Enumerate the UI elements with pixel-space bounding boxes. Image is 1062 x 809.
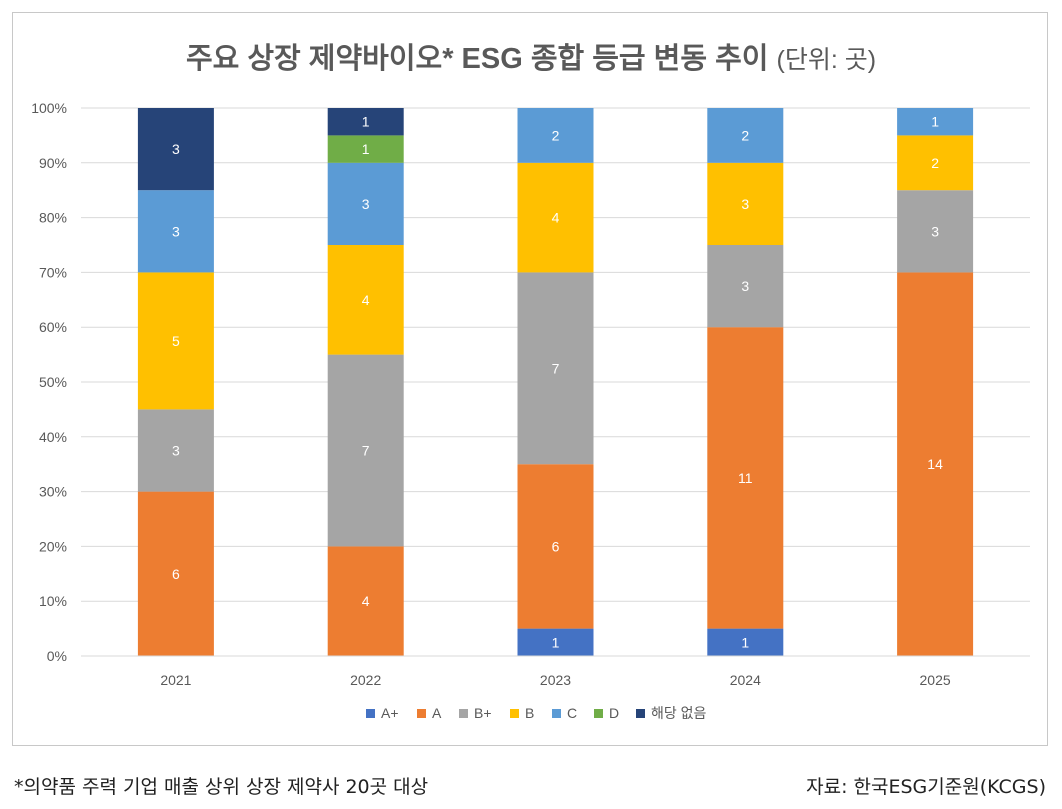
bar-segment (707, 108, 784, 163)
data-label: 11 (738, 470, 753, 486)
data-label: 2 (741, 127, 749, 143)
y-tick-label: 80% (39, 210, 67, 226)
y-tick-label: 70% (39, 264, 67, 280)
bar-segment (327, 108, 404, 136)
data-label: 3 (931, 223, 939, 239)
legend-label: B+ (474, 705, 492, 721)
data-label: 6 (552, 538, 560, 554)
bar-segment (137, 108, 214, 191)
legend-label: C (567, 705, 577, 721)
data-label: 3 (172, 223, 180, 239)
chart-title-unit: (단위: 곳) (777, 46, 877, 74)
bar-segment (327, 245, 404, 355)
y-tick-label: 0% (47, 648, 67, 664)
data-label: 14 (927, 456, 943, 472)
chart-canvas: 주요 상장 제약바이오* ESG 종합 등급 변동 추이 (단위: 곳) 0% 10… (31, 42, 1030, 721)
legend-label: 해당 없음 (651, 705, 707, 721)
data-label: 2 (931, 155, 939, 171)
bar-segment (517, 108, 594, 163)
data-label: 3 (741, 278, 749, 294)
legend-swatch (552, 709, 561, 718)
bar-segment (517, 628, 594, 656)
legend-label: A (432, 705, 442, 721)
legend-swatch (594, 709, 603, 718)
data-label: 5 (172, 333, 180, 349)
data-label: 6 (172, 566, 180, 582)
bar-segment (327, 354, 404, 547)
bar-segment (897, 135, 974, 191)
legend-swatch (459, 709, 468, 718)
y-tick-label: 60% (39, 319, 67, 335)
x-tick-label: 2025 (920, 672, 951, 688)
data-label: 3 (362, 196, 370, 212)
bar-segment (707, 327, 784, 629)
x-tick-label: 2021 (160, 672, 191, 688)
chart-frame: 주요 상장 제약바이오* ESG 종합 등급 변동 추이 (단위: 곳) 0% 10… (12, 12, 1048, 746)
x-tick-label: 2024 (730, 672, 761, 688)
x-tick-label: 2023 (540, 672, 571, 688)
data-label: 2 (552, 127, 560, 143)
data-label: 1 (741, 634, 749, 650)
bar-segment (707, 162, 784, 245)
legend-swatch (510, 709, 519, 718)
legend-label: B (525, 705, 534, 721)
y-tick-label: 100% (31, 100, 67, 116)
y-tick-label: 40% (39, 429, 67, 445)
bar-segment (137, 409, 214, 492)
data-label: 7 (552, 360, 560, 376)
bar-segment (707, 628, 784, 656)
bar-segment (897, 108, 974, 136)
footnote-scope: *의약품 주력 기업 매출 상위 상장 제약사 20곳 대상 (14, 776, 429, 798)
bar-segment (517, 272, 594, 465)
data-label: 1 (362, 114, 370, 130)
bar-segment (327, 135, 404, 163)
footnote-source: 자료: 한국ESG기준원(KCGS) (806, 776, 1046, 798)
x-tick-label: 2022 (350, 672, 381, 688)
data-label: 1 (552, 634, 560, 650)
bar-segment (137, 491, 214, 656)
y-tick-label: 90% (39, 155, 67, 171)
data-label: 4 (362, 292, 370, 308)
y-tick-label: 50% (39, 374, 67, 390)
data-label: 1 (362, 141, 370, 157)
chart-title: 주요 상장 제약바이오* ESG 종합 등급 변동 추이 (단위: 곳) (186, 42, 876, 75)
data-label: 4 (552, 210, 560, 226)
bar-segment (137, 272, 214, 410)
legend-swatch (366, 709, 375, 718)
legend-swatch (417, 709, 426, 718)
legend-label: D (609, 705, 619, 721)
bar-segment (327, 162, 404, 245)
y-tick-label: 20% (39, 538, 67, 554)
data-label: 4 (362, 593, 370, 609)
data-label: 1 (931, 114, 939, 130)
data-label: 3 (741, 196, 749, 212)
data-label: 3 (172, 141, 180, 157)
bar-segment (897, 272, 974, 656)
bar-segment (137, 190, 214, 273)
bar-segment (707, 245, 784, 328)
data-label: 3 (172, 443, 180, 459)
chart-title-main: 주요 상장 제약바이오* ESG 종합 등급 변동 추이 (186, 42, 777, 75)
legend-swatch (636, 709, 645, 718)
bar-segment (897, 190, 974, 273)
bar-segment (517, 162, 594, 273)
y-tick-label: 10% (39, 593, 67, 609)
legend-label: A+ (381, 705, 399, 721)
bar-segment (327, 546, 404, 656)
y-tick-label: 30% (39, 484, 67, 500)
bar-segment (517, 464, 594, 629)
data-label: 7 (362, 443, 370, 459)
